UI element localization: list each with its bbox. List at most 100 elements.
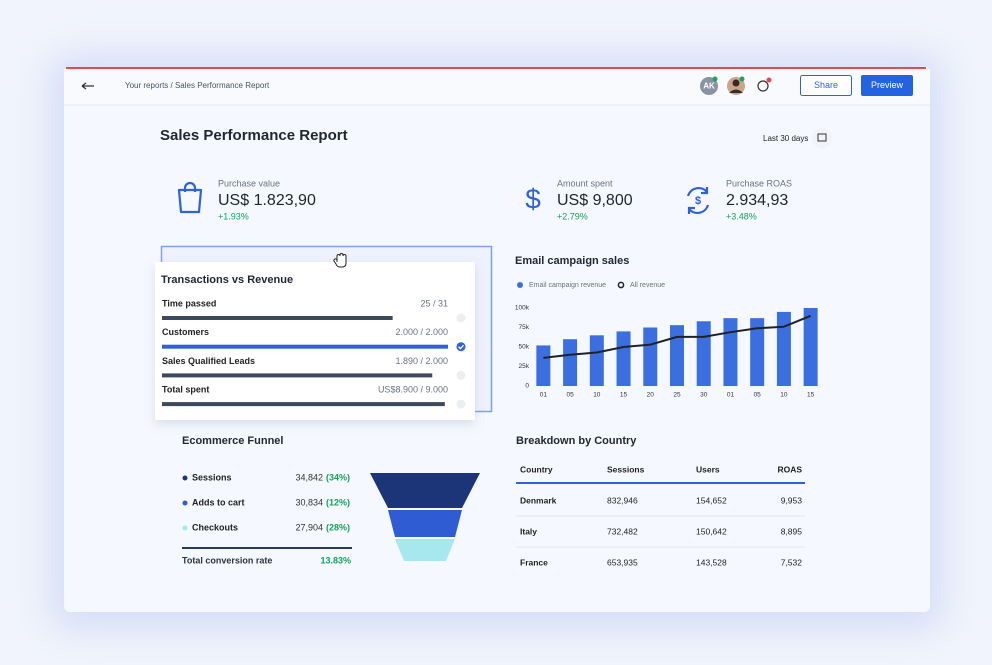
table-header: Users — [696, 464, 720, 474]
status-indicator — [456, 313, 466, 323]
progress-bar — [162, 316, 393, 320]
bar — [803, 308, 818, 386]
back-arrow[interactable] — [81, 82, 94, 90]
table-cell: 653,935 — [607, 557, 638, 567]
breadcrumb[interactable]: Your reports / Sales Performance Report — [125, 81, 270, 90]
bar — [536, 345, 551, 386]
kpi-label: Amount spent — [557, 178, 613, 188]
bar — [643, 327, 658, 386]
chat-icon[interactable] — [757, 80, 769, 92]
table-cell: 832,946 — [607, 495, 638, 505]
kpi-value: US$ 9,800 — [557, 192, 633, 209]
table-cell: 154,652 — [696, 495, 727, 505]
x-tick-label: 15 — [807, 392, 815, 399]
grab-cursor — [333, 253, 347, 268]
y-tick-label: 0 — [525, 383, 529, 390]
funnel-dot — [182, 500, 188, 506]
legend-label: All revenue — [630, 282, 665, 289]
table-cell: 9,953 — [781, 495, 803, 505]
window — [64, 67, 930, 612]
progress-label: Time passed — [162, 298, 216, 308]
funnel-stage — [388, 510, 462, 537]
table-cell: 8,895 — [781, 526, 803, 536]
bar — [723, 318, 738, 386]
table-cell: Denmark — [520, 495, 557, 505]
status-dot — [712, 76, 718, 82]
progress-label: Sales Qualified Leads — [162, 356, 255, 366]
roas-icon — [686, 187, 710, 214]
legend-marker — [517, 282, 523, 288]
x-tick-label: 10 — [593, 392, 601, 399]
x-tick-label: 10 — [780, 392, 788, 399]
x-tick-label: 25 — [673, 392, 681, 399]
kpi-change: +2.79% — [557, 211, 588, 221]
kpi-value: US$ 1.823,90 — [218, 192, 316, 209]
funnel-total-value: 13.83% — [320, 555, 351, 565]
x-tick-label: 05 — [566, 392, 574, 399]
funnel-total-rule — [182, 547, 352, 549]
bar — [563, 339, 578, 386]
line — [543, 314, 812, 359]
x-tick-label: 01 — [727, 392, 735, 399]
legend-label: Email campaign revenue — [529, 282, 606, 289]
progress-label: Customers — [162, 327, 209, 337]
progress-title: Transactions vs Revenue — [161, 274, 293, 286]
funnel-share: (28%) — [326, 522, 350, 532]
progress-bar — [162, 402, 445, 407]
progress-label: Total spent — [162, 384, 209, 394]
status-indicator — [456, 342, 466, 352]
status-indicator — [456, 370, 466, 380]
bar — [696, 321, 711, 386]
preview-button[interactable] — [861, 75, 913, 96]
funnel-title: Ecommerce Funnel — [182, 435, 283, 447]
funnel-stage — [395, 539, 455, 561]
legend-marker — [617, 281, 625, 289]
x-tick-label: 20 — [647, 392, 655, 399]
y-tick-label: 75k — [519, 324, 530, 331]
bar — [776, 311, 791, 386]
roas-icon-mark: $ — [695, 195, 701, 207]
y-tick-label: 25k — [519, 363, 530, 370]
bar — [670, 325, 684, 386]
table-header: ROAS — [777, 464, 802, 474]
bag-icon — [177, 181, 203, 214]
funnel-stage — [370, 473, 480, 508]
funnel-label: Sessions — [192, 472, 232, 482]
report-title: Sales Performance Report — [160, 127, 348, 144]
date-range[interactable]: Last 30 days — [763, 134, 808, 143]
notification-dot — [766, 77, 772, 83]
kpi-label: Purchase ROAS — [726, 178, 792, 188]
avatar-photo-head — [732, 79, 740, 87]
funnel-share: (12%) — [326, 497, 350, 507]
kpi-label: Purchase value — [218, 178, 280, 188]
table-cell: 732,482 — [607, 526, 638, 536]
progress-bar — [162, 344, 448, 349]
bar — [589, 335, 604, 386]
funnel-value: 27,904 — [295, 522, 323, 532]
chart-title: Email campaign sales — [515, 255, 629, 267]
avatar-photo-body — [729, 89, 743, 93]
table-header: Country — [520, 464, 553, 474]
table-header: Sessions — [607, 464, 645, 474]
x-tick-label: 05 — [754, 392, 762, 399]
progress-card[interactable] — [155, 262, 475, 420]
funnel-label: Checkouts — [192, 522, 238, 532]
dollar-icon: $ — [525, 183, 541, 214]
avatar[interactable] — [700, 77, 718, 95]
funnel-label: Adds to cart — [192, 497, 245, 507]
kpi-value: 2.934,93 — [726, 192, 788, 209]
table-header-rule — [516, 482, 805, 484]
kpi-change: +3.48% — [726, 211, 757, 221]
funnel-dot — [182, 475, 188, 481]
progress-value: US$8.900 / 9.000 — [378, 384, 448, 394]
funnel-total-label: Total conversion rate — [182, 555, 272, 565]
funnel-value: 30,834 — [295, 497, 323, 507]
funnel-value: 34,842 — [295, 472, 323, 482]
calendar-button[interactable] — [812, 128, 832, 148]
bar — [616, 331, 631, 386]
share-button[interactable] — [800, 75, 852, 96]
y-tick-label: 100k — [515, 305, 530, 312]
progress-value: 25 / 31 — [420, 298, 448, 308]
top-accent — [66, 67, 926, 69]
